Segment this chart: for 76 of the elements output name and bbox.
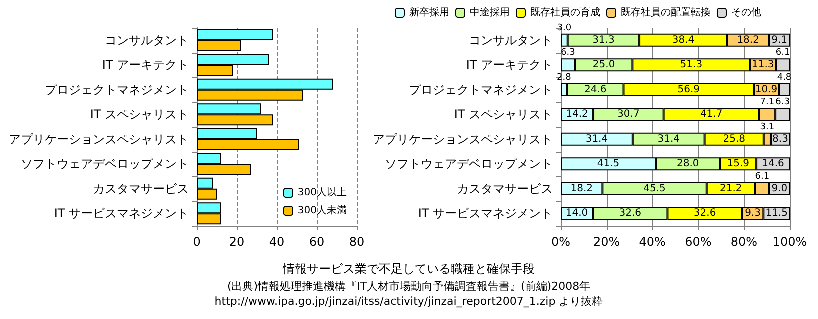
y-tick-label: ソフトウェアデベロップメント xyxy=(21,157,189,172)
data-label: 56.9 xyxy=(678,84,700,96)
legend-label: 既存社員の育成 xyxy=(530,6,600,18)
y-tick-label: プロジェクトマネジメント xyxy=(45,82,189,97)
y-tick-label: プロジェクトマネジメント xyxy=(409,82,553,97)
data-label: 11.5 xyxy=(766,208,788,220)
data-label: 9.0 xyxy=(772,183,788,194)
data-label: 31.3 xyxy=(592,34,615,46)
legend-label: 既存社員の配置転換 xyxy=(621,6,711,18)
text: 情報サービス業で不足している職種と確保手段 xyxy=(282,262,536,277)
data-label: 38.4 xyxy=(672,34,695,46)
data-label: 32.6 xyxy=(694,208,716,220)
data-label: 24.6 xyxy=(584,84,607,96)
y-tick-label: アプリケーションスペシャリスト xyxy=(9,132,189,146)
data-label: 32.6 xyxy=(619,208,642,220)
x-tick-label: 60 xyxy=(309,235,325,249)
data-label: 14.0 xyxy=(566,208,588,220)
y-tick-label: コンサルタント xyxy=(105,33,189,48)
text: (出典)情報処理推進機構『IT人材市場動向予備調査報告書』(前編)2008年 xyxy=(226,279,592,294)
text: http://www.ipa.go.jp/jinzai/itss/activity/jinzai_report2007_1.zip より抜粋 xyxy=(214,294,604,309)
data-label: 10.9 xyxy=(755,84,778,96)
x-tick-label: 80% xyxy=(730,235,758,249)
x-tick-label: 0 xyxy=(193,235,201,249)
legend-label: 300人未満 xyxy=(298,204,348,216)
y-tick-label: IT アーキテクト xyxy=(102,58,189,72)
data-label: 25.8 xyxy=(723,134,746,145)
data-label: 3.1 xyxy=(760,122,775,132)
data-label: 15.9 xyxy=(727,158,750,170)
y-tick-label: IT サービスマネジメント xyxy=(54,206,189,221)
y-tick-label: アプリケーションスペシャリスト xyxy=(373,132,553,146)
data-label: 41.7 xyxy=(700,109,723,120)
legend-label: 中途採用 xyxy=(470,6,510,18)
x-tick-label: 20 xyxy=(229,235,245,249)
data-label: 9.1 xyxy=(772,34,788,46)
data-label: 18.2 xyxy=(737,34,760,46)
x-tick-label: 80 xyxy=(349,235,365,249)
data-label: 2.8 xyxy=(557,72,572,83)
data-label: 31.4 xyxy=(658,134,680,145)
x-tick-label: 60% xyxy=(685,235,712,249)
data-label: 9.3 xyxy=(745,208,761,220)
x-tick-label: 0% xyxy=(551,235,571,249)
legend-label: 新卒採用 xyxy=(410,6,450,18)
data-label: 6.3 xyxy=(561,48,576,58)
data-label: 28.0 xyxy=(676,158,700,170)
data-label: 31.4 xyxy=(586,134,608,145)
x-tick-label: 40% xyxy=(639,235,666,249)
data-label: 14.2 xyxy=(566,109,588,120)
y-tick-label: ソフトウェアデベロップメント xyxy=(385,157,553,172)
data-label: 51.3 xyxy=(680,60,703,71)
data-label: 41.5 xyxy=(597,158,620,170)
data-label: 18.2 xyxy=(570,183,593,194)
y-tick-label: IT アーキテクト xyxy=(466,58,553,72)
data-label: 8.3 xyxy=(772,134,788,145)
data-label: 6.3 xyxy=(776,98,790,108)
data-label: 45.5 xyxy=(644,183,666,194)
legend-label: 300人以上 xyxy=(298,186,348,198)
data-label: 21.2 xyxy=(720,183,742,194)
y-tick-label: カスタマサービス xyxy=(457,182,553,196)
data-label: 6.1 xyxy=(776,48,790,58)
data-label: 7.1 xyxy=(760,98,775,108)
y-tick-label: コンサルタント xyxy=(469,33,553,48)
y-tick-label: IT サービスマネジメント xyxy=(418,206,553,221)
x-tick-label: 20% xyxy=(593,235,620,249)
data-label: 6.1 xyxy=(755,172,770,182)
data-label: 11.3 xyxy=(752,60,774,71)
data-label: 14.6 xyxy=(762,158,784,170)
y-tick-label: IT スペシャリスト xyxy=(90,108,189,122)
x-tick-label: 100% xyxy=(772,235,808,249)
data-label: 4.8 xyxy=(777,72,792,83)
y-tick-label: IT スペシャリスト xyxy=(454,108,553,122)
data-label: 3.0 xyxy=(557,23,572,34)
data-label: 30.7 xyxy=(618,109,640,120)
legend-label: その他 xyxy=(732,6,762,18)
y-tick-label: カスタマサービス xyxy=(93,182,189,196)
x-tick-label: 40 xyxy=(269,235,285,249)
data-label: 25.0 xyxy=(592,60,616,71)
